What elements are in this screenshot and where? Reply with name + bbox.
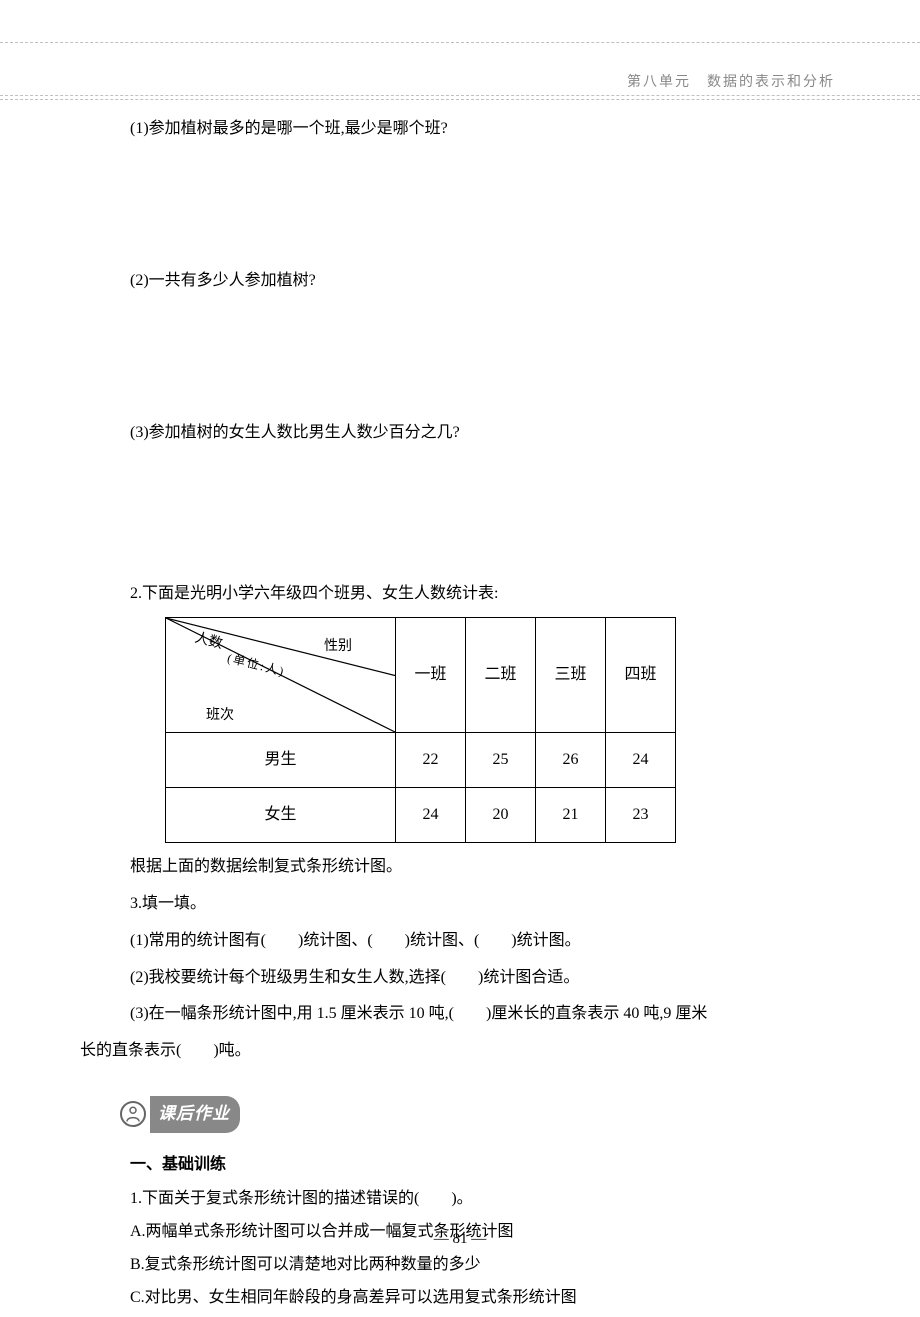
mc-stem: 1.下面关于复式条形统计图的描述错误的( )。 xyxy=(130,1185,840,1214)
table-cell: 21 xyxy=(536,788,606,843)
person-icon xyxy=(120,1101,146,1127)
question-1-2: (2)一共有多少人参加植树? xyxy=(130,267,840,296)
table-row: 男生 22 25 26 24 xyxy=(166,733,676,788)
question-3-3a: (3)在一幅条形统计图中,用 1.5 厘米表示 10 吨,( )厘米长的直条表示… xyxy=(130,1000,840,1029)
homework-badge: 课后作业 xyxy=(120,1096,840,1133)
unit-header: 第八单元 数据的表示和分析 xyxy=(627,70,835,95)
mc-option-b: B.复式条形统计图可以清楚地对比两种数量的多少 xyxy=(130,1251,840,1280)
page-content: (1)参加植树最多的是哪一个班,最少是哪个班? (2)一共有多少人参加植树? (… xyxy=(80,115,840,1317)
table-cell: 25 xyxy=(466,733,536,788)
col-header: 二班 xyxy=(466,618,536,733)
data-table: 人数 (单位:人) 性别 班次 一班 二班 三班 四班 男生 22 25 26 … xyxy=(165,617,676,843)
question-3-intro: 3.填一填。 xyxy=(130,890,840,919)
row-label: 男生 xyxy=(166,733,396,788)
col-header: 一班 xyxy=(396,618,466,733)
question-3-3b: 长的直条表示( )吨。 xyxy=(80,1037,840,1066)
question-3-2: (2)我校要统计每个班级男生和女生人数,选择( )统计图合适。 xyxy=(130,964,840,993)
table-cell: 23 xyxy=(606,788,676,843)
header-rule-mid xyxy=(0,95,920,96)
diag-label-gender: 性别 xyxy=(324,634,352,659)
table-cell: 20 xyxy=(466,788,536,843)
diagonal-header-cell: 人数 (单位:人) 性别 班次 xyxy=(166,618,396,733)
col-header: 四班 xyxy=(606,618,676,733)
question-2-intro: 2.下面是光明小学六年级四个班男、女生人数统计表: xyxy=(130,580,840,609)
row-label: 女生 xyxy=(166,788,396,843)
question-1-3: (3)参加植树的女生人数比男生人数少百分之几? xyxy=(130,419,840,448)
table-cell: 24 xyxy=(396,788,466,843)
table-header-row: 人数 (单位:人) 性别 班次 一班 二班 三班 四班 xyxy=(166,618,676,733)
table-row: 女生 24 20 21 23 xyxy=(166,788,676,843)
section-heading: 一、基础训练 xyxy=(130,1151,840,1180)
table-cell: 26 xyxy=(536,733,606,788)
col-header: 三班 xyxy=(536,618,606,733)
question-1-1: (1)参加植树最多的是哪一个班,最少是哪个班? xyxy=(130,115,840,144)
homework-badge-label: 课后作业 xyxy=(150,1096,240,1133)
person-svg xyxy=(124,1105,142,1123)
header-rule-top xyxy=(0,42,920,43)
table-cell: 24 xyxy=(606,733,676,788)
question-2-after: 根据上面的数据绘制复式条形统计图。 xyxy=(130,853,840,882)
question-3-1: (1)常用的统计图有( )统计图、( )统计图、( )统计图。 xyxy=(130,927,840,956)
page-number: — 81 — xyxy=(0,1226,920,1253)
diag-label-class: 班次 xyxy=(206,703,234,728)
data-table-wrap: 人数 (单位:人) 性别 班次 一班 二班 三班 四班 男生 22 25 26 … xyxy=(165,617,840,843)
header-rule-bot xyxy=(0,99,920,100)
mc-option-c: C.对比男、女生相同年龄段的身高差异可以选用复式条形统计图 xyxy=(130,1284,840,1313)
table-cell: 22 xyxy=(396,733,466,788)
